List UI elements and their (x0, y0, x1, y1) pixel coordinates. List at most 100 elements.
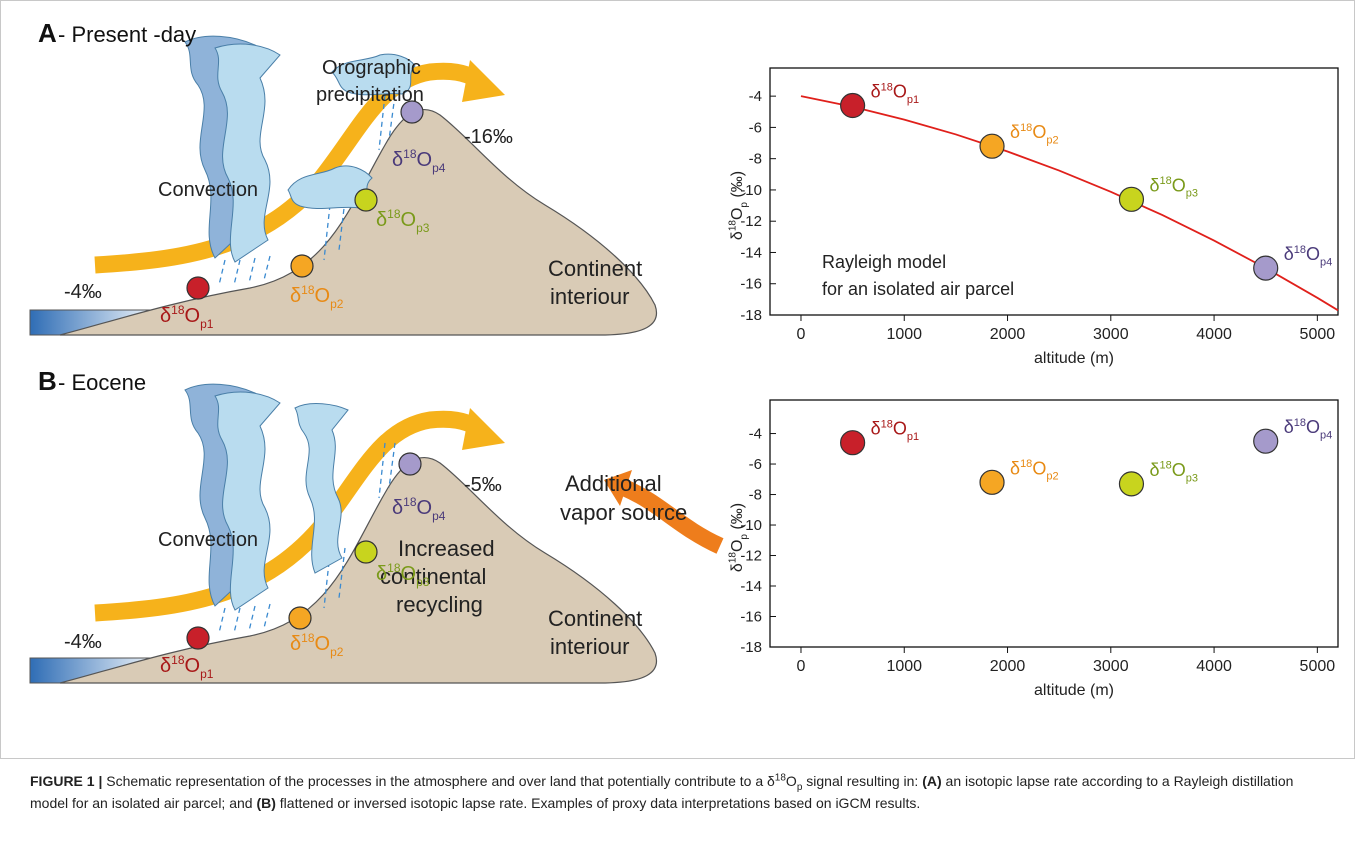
site-label: δ18Op2 (290, 283, 344, 311)
y-tick-label: -14 (740, 578, 762, 595)
x-tick-label: 3000 (1093, 658, 1129, 675)
site-label-part: 18 (403, 147, 417, 161)
x-axis-label: altitude (m) (1034, 350, 1114, 367)
x-tick-label: 4000 (1196, 658, 1232, 675)
rain (248, 605, 256, 632)
point-label-part: δ (1284, 244, 1294, 264)
y-tick-label: -8 (749, 151, 762, 168)
point-label-part: 18 (1020, 122, 1032, 134)
site-label-part: 18 (301, 631, 315, 645)
label: -4‰ (64, 631, 102, 653)
site-label-part: δ (290, 633, 301, 655)
site-label-part: δ (376, 563, 387, 585)
site (354, 540, 378, 564)
y-tick-label: -4 (749, 88, 762, 105)
label: Convection (158, 179, 258, 201)
point-label-part: 18 (1159, 460, 1171, 472)
label: continental (380, 564, 486, 589)
rain (378, 442, 386, 499)
x-tick-label: 2000 (990, 326, 1026, 343)
point-label-part: δ (1010, 122, 1020, 142)
rain (388, 94, 396, 141)
diagram (29, 383, 657, 684)
point-label-part: 18 (881, 81, 893, 93)
land (59, 109, 657, 336)
site-label-part: 18 (387, 561, 401, 575)
site-label-part: 18 (387, 207, 401, 221)
x-axis-label: altitude (m) (1034, 682, 1114, 699)
annotation: Rayleigh model (822, 252, 946, 272)
site-label-part: δ (376, 209, 387, 231)
y-axis-label-part: O (729, 208, 746, 220)
site-label: δ18Op4 (392, 495, 446, 523)
site-label-part: p4 (432, 509, 446, 523)
site-label: δ18Op4 (392, 147, 446, 175)
label: -16‰ (464, 126, 513, 148)
point-label: δ18Op3 (1149, 460, 1198, 485)
caption-text: (A) (922, 773, 942, 789)
site-label-part: p4 (432, 161, 446, 175)
label: Continent (548, 606, 642, 631)
site (400, 100, 424, 124)
point-label-part: δ (1010, 458, 1020, 478)
panel-letter: A (38, 18, 57, 48)
x-tick-label: 0 (797, 326, 806, 343)
y-tick-label: -10 (740, 182, 762, 199)
point-label: δ18Op1 (871, 418, 920, 443)
land (59, 457, 657, 684)
point-label-part: p3 (1186, 472, 1198, 484)
point-label-part: p4 (1320, 257, 1332, 269)
point-label-part: p4 (1320, 430, 1332, 442)
point-label-part: δ (871, 82, 881, 102)
cloud-light (214, 43, 281, 263)
point-label-part: O (1306, 417, 1320, 437)
y-tick-label: -16 (740, 276, 762, 293)
point-label: δ18Op3 (1149, 175, 1198, 200)
caption-text: flattened or inversed isotopic lapse rat… (275, 795, 921, 811)
site-label-part: p1 (200, 317, 214, 331)
point-label-part: p3 (1186, 188, 1198, 200)
y-axis-label-part: (‰) (729, 503, 746, 534)
y-axis-label-part: 18 (728, 552, 739, 564)
site-label-part: O (417, 497, 433, 519)
site-label-part: O (185, 655, 201, 677)
point-label-part: δ (871, 419, 881, 439)
site-label-part: p3 (416, 221, 430, 235)
label: vapor source (560, 500, 687, 525)
point-label-part: 18 (1020, 458, 1032, 470)
y-tick-label: -18 (740, 307, 762, 324)
site-label-part: O (401, 563, 417, 585)
point-label: δ18Op4 (1284, 417, 1333, 442)
point-label-part: p1 (907, 94, 919, 106)
y-tick-label: -6 (749, 119, 762, 136)
x-tick-label: 2000 (990, 658, 1026, 675)
cloud-tall (294, 403, 349, 574)
x-tick-label: 1000 (886, 658, 922, 675)
rain (218, 607, 226, 634)
cloud-light (214, 391, 281, 611)
plot-frame (769, 399, 1339, 648)
data-point (1118, 186, 1145, 212)
panel-title: - Eocene (58, 370, 146, 395)
caption-text: O (785, 773, 797, 789)
label: Convection (158, 529, 258, 551)
site (186, 276, 210, 300)
rain (233, 259, 241, 286)
site-label-part: O (417, 149, 433, 171)
moisture-arrow (94, 62, 483, 274)
caption-text: δ (767, 773, 775, 789)
point-label-part: O (1172, 175, 1186, 195)
point-label-part: 18 (1159, 175, 1171, 187)
moisture-arrowhead (462, 60, 505, 102)
point-label-part: O (1032, 122, 1046, 142)
point-label: δ18Op1 (871, 81, 920, 106)
site (288, 606, 312, 630)
y-axis-label-part: δ (729, 563, 746, 572)
site-label-part: O (315, 633, 331, 655)
site-label-part: p3 (416, 575, 430, 589)
y-tick-label: -12 (740, 213, 762, 230)
label: Orographic (322, 57, 421, 79)
data-point (1253, 428, 1279, 454)
x-tick-label: 5000 (1300, 658, 1336, 675)
